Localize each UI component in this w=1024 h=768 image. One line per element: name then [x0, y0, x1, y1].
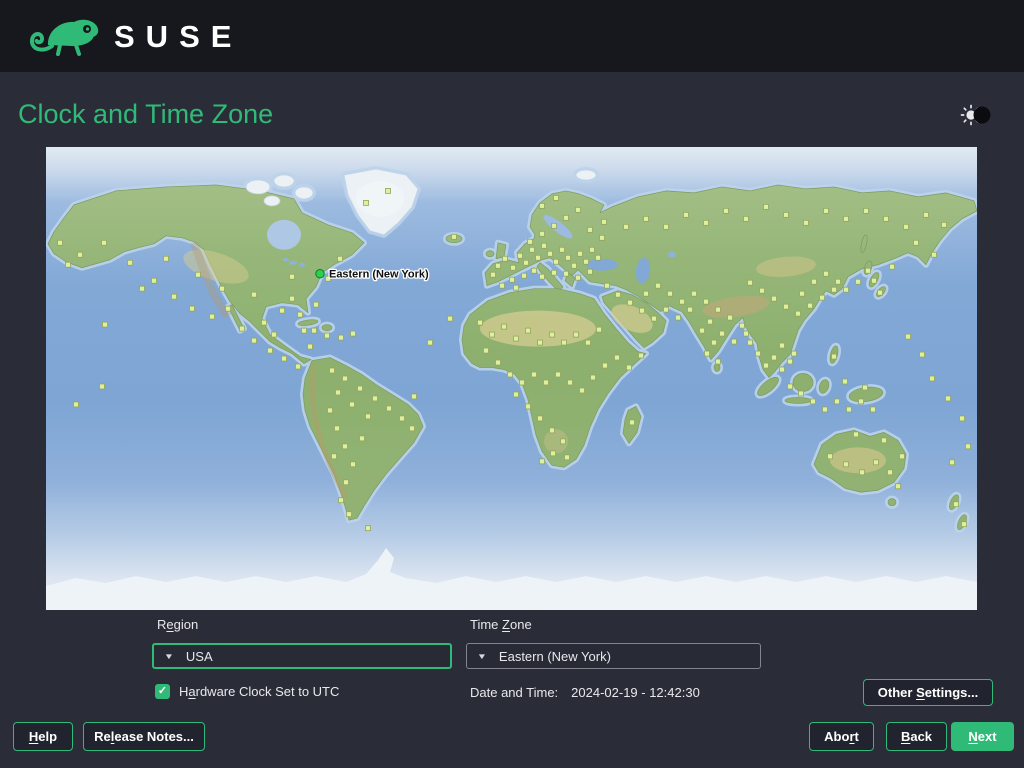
selected-timezone-dot	[315, 269, 325, 279]
top-bar: SUSE	[0, 0, 1024, 72]
release-notes-button[interactable]: Release Notes...	[83, 722, 205, 751]
theme-toggle[interactable]	[960, 104, 992, 128]
chevron-down-icon: ▼	[476, 651, 488, 661]
back-button[interactable]: Back	[886, 722, 947, 751]
timezone-value: Eastern (New York)	[498, 648, 611, 664]
checkmark-icon: ✓	[157, 685, 168, 697]
hardware-clock-utc-checkbox[interactable]: ✓	[155, 684, 170, 699]
inland-seas	[267, 215, 676, 284]
region-label: Region	[157, 617, 199, 632]
date-and-time-row: Date and Time: 2024-02-19 - 12:42:30	[470, 685, 700, 700]
other-settings-button[interactable]: Other Settings...	[863, 679, 993, 706]
brand-wordmark: SUSE	[114, 18, 243, 54]
timezone-dropdown[interactable]: ▼ Eastern (New York)	[466, 643, 761, 669]
timezone-label: Time Zone	[470, 617, 532, 632]
sun-moon-icon	[960, 104, 991, 126]
next-button[interactable]: Next	[951, 722, 1014, 751]
region-value: USA	[185, 648, 213, 664]
page-title: Clock and Time Zone	[18, 99, 274, 129]
date-and-time-value: 2024-02-19 - 12:42:30	[571, 685, 700, 700]
selected-timezone-label: Eastern (New York)	[329, 269, 429, 281]
hardware-clock-utc-label: Hardware Clock Set to UTC	[179, 684, 340, 699]
selected-timezone-marker: Eastern (New York)	[315, 267, 430, 282]
help-button[interactable]: Help	[13, 722, 73, 751]
hardware-clock-utc-row[interactable]: ✓ Hardware Clock Set to UTC	[155, 684, 339, 699]
suse-logo: SUSE	[28, 12, 242, 60]
chameleon-icon	[29, 19, 99, 56]
chevron-down-icon: ▼	[163, 651, 175, 661]
region-dropdown[interactable]: ▼ USA	[152, 643, 452, 669]
antarctica	[46, 548, 977, 610]
abort-button[interactable]: Abort	[809, 722, 874, 751]
timezone-map[interactable]: Eastern (New York)	[46, 147, 977, 610]
timezone-city-markers	[57, 188, 971, 532]
date-and-time-label: Date and Time:	[470, 685, 559, 700]
